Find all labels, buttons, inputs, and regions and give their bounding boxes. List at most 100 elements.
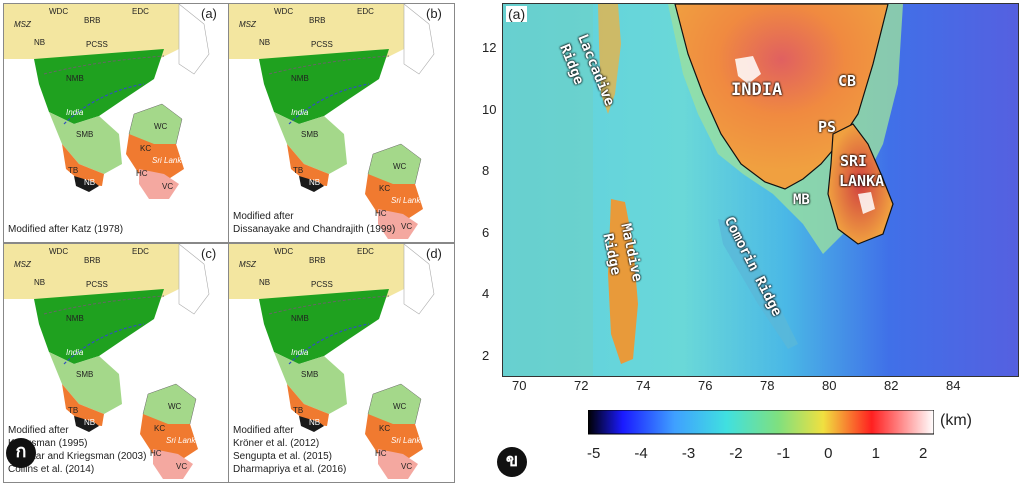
panel-caption: Bhaskar and Kriegsman (2003) [8,451,147,462]
y-tick-label: 12 [482,40,497,55]
label-india: India [66,348,84,357]
label-wdc: WDC [274,247,294,256]
label-kc: KC [379,184,391,193]
label-nmb: NMB [291,314,309,323]
geology-panel-1: (a) WDC BRB EDC MSZ NB PCSS NMB India SM… [3,3,230,243]
colorbar-tick-label: -3 [681,445,696,462]
y-tick-label: 8 [482,163,490,178]
label-kc: KC [154,424,166,433]
y-tick-label: 4 [482,286,490,301]
label-brb: BRB [84,16,101,25]
panel-caption: Kriegsman (1995) [8,438,88,449]
panel-caption: Modified after [233,425,294,436]
colorbar [588,410,934,435]
map-tag: (a) [506,6,528,22]
label-hc: HC [375,449,387,458]
label-hc: HC [150,449,162,458]
y-tick-label: 2 [482,347,490,363]
label-brb: BRB [84,256,101,265]
colorbar-tick-label: -2 [729,445,743,462]
label-tb: TB [293,166,304,175]
label-wc: WC [154,122,168,131]
label-msz: MSZ [239,260,256,269]
bathymetry-map: (a) INDIA CB PS SRI LANKA MB Laccadive R… [502,3,1019,377]
label-msz: MSZ [239,20,256,29]
label-nmb: NMB [291,74,309,83]
label-wdc: WDC [274,7,294,16]
label-tb: TB [293,406,304,415]
geology-sketch [229,4,435,239]
label-india: India [66,108,84,117]
label-sri: SRI [840,152,868,170]
label-sri-lanka: Sri Lanka [166,436,200,445]
bathymetry-image [503,4,1018,376]
colorbar-tick-label: -5 [587,445,601,462]
panel-caption: Kröner et al. (2012) [233,438,320,449]
colorbar-unit: (km) [940,412,972,429]
label-pcss: PCSS [311,280,333,289]
label-nb2: NB [309,178,321,187]
colorbar-tick-label: 1 [871,445,880,462]
badge-left: ก [6,438,36,468]
x-tick-label: 74 [636,378,651,393]
label-sri-lanka: Sri Lanka [152,156,186,165]
label-smb: SMB [76,130,94,139]
label-cb: CB [838,72,857,90]
x-tick-label: 72 [574,378,589,393]
label-nb2: NB [309,418,321,427]
x-tick-label: 76 [698,378,713,393]
label-edc: EDC [357,7,374,16]
label-edc: EDC [132,7,149,16]
label-vc: VC [162,182,174,191]
geology-panel-2: (b) WDC BRB EDC MSZ NB PCSS NMB India SM… [228,3,455,243]
panel-caption: Modified after Katz (1978) [8,224,124,235]
label-india: INDIA [731,80,783,100]
geology-sketch [229,244,435,479]
x-tick-label: 70 [512,378,527,393]
label-nmb: NMB [66,314,84,323]
geology-panel-4: (d) WDC BRB EDC MSZ NB PCSS NMB India SM… [228,243,455,483]
label-nb: NB [259,278,271,287]
label-smb: SMB [301,370,319,379]
label-mb: MB [793,192,810,208]
label-lanka: LANKA [839,172,885,190]
label-sri-lanka: Sri Lanka [391,436,425,445]
label-brb: BRB [309,16,326,25]
label-vc: VC [401,222,413,231]
x-tick-label: 84 [946,378,961,393]
panel-caption: Sengupta et al. (2015) [233,451,332,462]
label-nb2: NB [84,418,96,427]
label-nb: NB [259,38,271,47]
panel-tag: (c) [201,246,217,261]
panel-caption: Dharmapriya et al. (2016) [233,464,347,475]
panel-caption: Modified after [8,425,69,436]
label-wdc: WDC [49,247,69,256]
x-tick-label: 80 [822,378,837,393]
panel-caption: Dissanayake and Chandrajith (1999) [233,224,396,235]
panel-tag: (a) [201,6,217,21]
label-ps: PS [818,118,837,136]
panel-caption: Modified after [233,211,294,222]
badge-right: ข [497,447,527,477]
colorbar-tick-label: -1 [776,445,791,462]
label-edc: EDC [132,247,149,256]
label-nb: NB [34,278,46,287]
x-tick-label: 78 [760,378,775,393]
label-smb: SMB [76,370,94,379]
y-tick-label: 6 [482,224,490,240]
geology-sketch [4,4,210,199]
label-tb: TB [68,406,79,415]
panel-tag: (b) [426,6,442,21]
x-tick-label: 82 [884,378,899,393]
label-sri-lanka: Sri Lanka [391,196,425,205]
label-kc: KC [379,424,391,433]
label-nb2: NB [84,178,96,187]
colorbar-tick-label: 0 [824,445,833,462]
label-hc: HC [375,209,387,218]
label-pcss: PCSS [86,40,108,49]
label-nmb: NMB [66,74,84,83]
label-india: India [291,108,309,117]
colorbar-tick-label: 2 [919,445,928,462]
panel-tag: (d) [426,246,442,261]
colorbar-tick-label: -4 [634,445,648,462]
